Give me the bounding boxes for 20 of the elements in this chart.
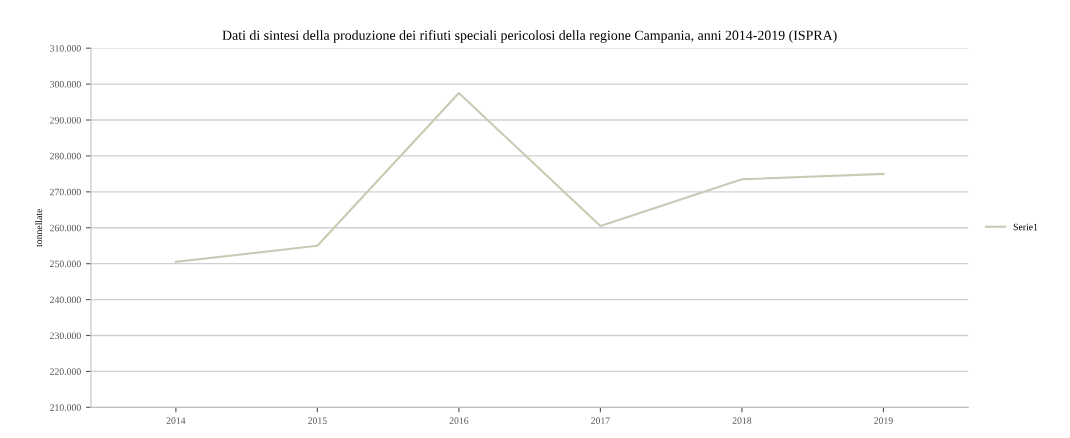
- y-tick-label: 280.000: [50, 152, 81, 160]
- chart-title: Dati di sintesi della produzione dei rifiuti speciali pericolosi della regione Campania, anni 2014-2019 (ISPRA): [222, 30, 837, 43]
- y-tick-label: 290.000: [50, 116, 81, 124]
- x-tick-label: 2019: [874, 417, 893, 424]
- y-tick-label: 250.000: [50, 260, 81, 268]
- x-tick-label: 2016: [449, 417, 469, 424]
- legend-label: Serie1: [1013, 223, 1038, 231]
- y-tick-label: 230.000: [50, 332, 81, 340]
- x-tick-label: 2018: [732, 417, 752, 424]
- y-tick-label: 310.000: [50, 45, 81, 52]
- x-tick-label: 2017: [591, 417, 610, 424]
- y-tick-label: 260.000: [50, 224, 81, 232]
- y-tick-label: 220.000: [50, 368, 81, 375]
- y-tick-label: 270.000: [50, 188, 81, 196]
- y-axis-title: tonnellate: [35, 208, 43, 247]
- y-tick-label: 210.000: [50, 404, 81, 411]
- y-tick-label: 300.000: [50, 81, 81, 88]
- x-tick-label: 2015: [308, 417, 327, 424]
- x-tick-label: 2014: [166, 417, 186, 424]
- y-tick-label: 240.000: [50, 296, 81, 304]
